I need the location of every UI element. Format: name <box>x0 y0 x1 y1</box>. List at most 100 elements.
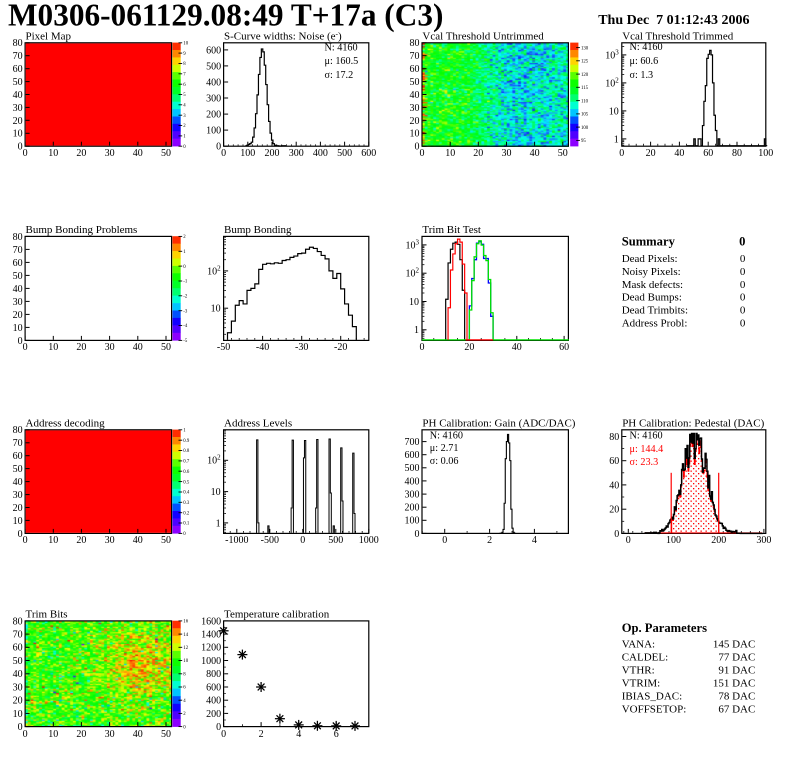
svg-text:16: 16 <box>183 620 188 625</box>
svg-text:σ: 0.06: σ: 0.06 <box>430 456 459 467</box>
svg-text:M0306-061129.08:49 T+17a (C3): M0306-061129.08:49 T+17a (C3) <box>8 0 443 33</box>
svg-text:0: 0 <box>183 532 186 537</box>
svg-text:10: 10 <box>48 148 58 159</box>
svg-text:-50: -50 <box>217 342 230 353</box>
svg-text:0: 0 <box>23 148 28 159</box>
svg-text:20: 20 <box>76 148 86 159</box>
svg-text:700: 700 <box>405 437 420 448</box>
svg-text:20: 20 <box>76 535 86 546</box>
svg-text:Mask defects:: Mask defects: <box>622 279 683 291</box>
svg-text:30: 30 <box>13 103 23 114</box>
svg-text:-20: -20 <box>334 342 347 353</box>
svg-text:30: 30 <box>105 148 115 159</box>
svg-text:400: 400 <box>313 148 328 159</box>
svg-text:0.5: 0.5 <box>183 480 190 485</box>
svg-text:Dead Bumps:: Dead Bumps: <box>622 292 682 304</box>
svg-text:110: 110 <box>581 99 589 104</box>
svg-text:102: 102 <box>207 454 221 467</box>
svg-text:-2: -2 <box>183 295 188 300</box>
svg-text:10: 10 <box>409 297 419 308</box>
svg-text:PH Calibration: Gain (ADC/DAC): PH Calibration: Gain (ADC/DAC) <box>422 418 575 430</box>
svg-text:200: 200 <box>265 148 280 159</box>
svg-text:6: 6 <box>183 686 186 691</box>
svg-text:50: 50 <box>161 535 171 546</box>
svg-text:50: 50 <box>161 148 171 159</box>
svg-text:80: 80 <box>410 38 420 49</box>
svg-text:10: 10 <box>410 129 420 140</box>
svg-text:200: 200 <box>405 503 420 514</box>
svg-text:0: 0 <box>740 253 746 265</box>
svg-text:10: 10 <box>211 487 221 498</box>
svg-text:30: 30 <box>13 490 23 501</box>
svg-text:10: 10 <box>211 304 221 315</box>
svg-text:0: 0 <box>183 145 186 150</box>
svg-text:1000: 1000 <box>359 535 379 546</box>
svg-text:Op. Parameters: Op. Parameters <box>622 621 707 635</box>
svg-text:10: 10 <box>48 342 58 353</box>
svg-text:800: 800 <box>206 669 221 680</box>
svg-text:Vcal Threshold Untrimmed: Vcal Threshold Untrimmed <box>422 31 544 43</box>
svg-text:0: 0 <box>23 729 28 740</box>
svg-text:Trim Bit Test: Trim Bit Test <box>422 224 481 236</box>
svg-text:600: 600 <box>206 682 221 693</box>
svg-text:Dead Pixels:: Dead Pixels: <box>622 253 678 265</box>
svg-text:-1: -1 <box>183 280 188 285</box>
svg-text:0: 0 <box>420 148 425 159</box>
svg-text:30: 30 <box>410 103 420 114</box>
svg-text:10: 10 <box>445 148 455 159</box>
svg-text:70: 70 <box>13 51 23 62</box>
svg-text:200: 200 <box>206 709 221 720</box>
svg-text:67 DAC: 67 DAC <box>718 704 755 716</box>
svg-text:N: 4160: N: 4160 <box>325 42 358 53</box>
svg-text:115: 115 <box>581 86 589 91</box>
svg-text:30: 30 <box>105 535 115 546</box>
svg-text:70: 70 <box>13 438 23 449</box>
svg-text:-1000: -1000 <box>225 535 248 546</box>
svg-text:100: 100 <box>240 148 255 159</box>
svg-text:2: 2 <box>487 535 492 546</box>
svg-text:10: 10 <box>183 659 188 664</box>
svg-text:0: 0 <box>740 292 746 304</box>
svg-text:600: 600 <box>361 148 376 159</box>
svg-text:0: 0 <box>739 235 745 249</box>
svg-text:103: 103 <box>406 238 420 251</box>
svg-text:500: 500 <box>337 148 352 159</box>
svg-text:130: 130 <box>581 46 589 51</box>
svg-text:0: 0 <box>614 529 619 540</box>
svg-text:10: 10 <box>13 129 23 140</box>
svg-text:0: 0 <box>18 722 23 733</box>
svg-text:40: 40 <box>512 342 522 353</box>
svg-text:-30: -30 <box>295 342 308 353</box>
svg-text:60: 60 <box>13 258 23 269</box>
svg-text:80: 80 <box>13 616 23 627</box>
svg-text:N: 4160: N: 4160 <box>630 431 663 442</box>
svg-text:6: 6 <box>183 83 186 88</box>
svg-text:0: 0 <box>18 336 23 347</box>
svg-text:4: 4 <box>532 535 537 546</box>
svg-text:80: 80 <box>13 38 23 49</box>
svg-text:91 DAC: 91 DAC <box>718 665 755 677</box>
svg-text:20: 20 <box>464 342 474 353</box>
svg-text:20: 20 <box>76 342 86 353</box>
svg-text:Bump Bonding: Bump Bonding <box>224 224 292 236</box>
svg-text:20: 20 <box>13 503 23 514</box>
svg-text:0.8: 0.8 <box>183 449 190 454</box>
svg-text:20: 20 <box>609 505 619 516</box>
svg-text:Thu Dec 7 01:12:43 2006: Thu Dec 7 01:12:43 2006 <box>598 13 749 28</box>
svg-text:20: 20 <box>13 310 23 321</box>
svg-text:2: 2 <box>183 124 186 129</box>
svg-text:9: 9 <box>183 52 186 57</box>
svg-text:Bump Bonding Problems: Bump Bonding Problems <box>26 224 138 236</box>
svg-text:30: 30 <box>105 729 115 740</box>
svg-text:20: 20 <box>646 148 656 159</box>
svg-text:50: 50 <box>161 342 171 353</box>
svg-text:500: 500 <box>328 535 343 546</box>
svg-text:80: 80 <box>13 425 23 436</box>
svg-text:30: 30 <box>105 342 115 353</box>
svg-text:4: 4 <box>183 104 186 109</box>
svg-text:0: 0 <box>183 265 186 270</box>
svg-text:0: 0 <box>415 529 420 540</box>
svg-text:1: 1 <box>614 134 619 145</box>
svg-text:1: 1 <box>183 429 186 434</box>
svg-text:-500: -500 <box>261 535 279 546</box>
